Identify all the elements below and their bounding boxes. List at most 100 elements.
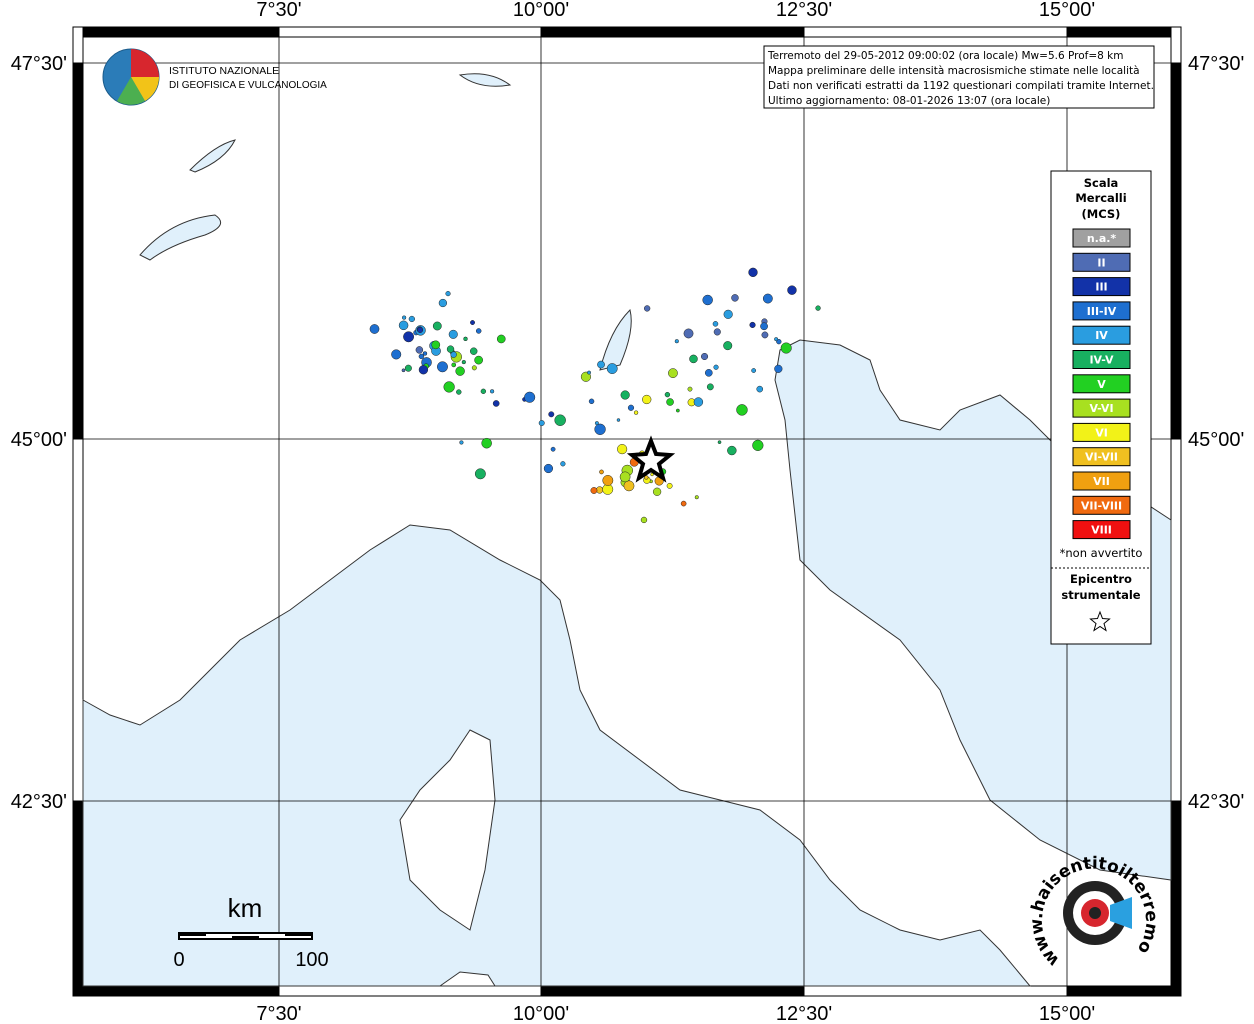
locality	[666, 482, 673, 489]
locality	[602, 475, 614, 486]
locality	[481, 437, 492, 449]
logo-text: ISTITUTO NAZIONALE	[169, 65, 279, 77]
locality	[619, 471, 631, 483]
locality	[787, 285, 797, 295]
locality	[815, 305, 821, 311]
locality	[554, 414, 566, 426]
legend-label: VIII	[1091, 524, 1112, 537]
legend-epicenter: Epicentro	[1070, 572, 1132, 586]
legend-swatch	[1072, 228, 1131, 248]
locality	[446, 345, 455, 353]
locality	[587, 370, 592, 375]
legend-swatch	[1072, 325, 1131, 345]
locality	[751, 368, 757, 373]
lake	[139, 214, 222, 261]
locality	[668, 368, 678, 379]
locality	[594, 423, 606, 435]
lat-label: 47°30'	[11, 53, 67, 75]
locality	[469, 347, 478, 355]
legend-swatch	[1072, 350, 1131, 369]
legend-label: VII	[1093, 475, 1110, 488]
legend-swatch	[1072, 471, 1131, 491]
locality	[774, 364, 783, 373]
logo-text: DI GEOFISICA E VULCANOLOGIA	[169, 80, 327, 91]
lat-label: 47°30'	[1188, 53, 1244, 75]
lon-label: 7°30'	[256, 1003, 301, 1024]
locality	[666, 398, 674, 406]
lon-label: 15°00'	[1039, 1003, 1095, 1024]
legend-title: (MCS)	[1082, 207, 1121, 221]
locality	[459, 440, 464, 445]
locality	[594, 421, 599, 426]
locality	[475, 328, 482, 334]
locality	[713, 364, 719, 370]
locality	[401, 368, 406, 373]
legend: Scala Mercalli (MCS) *non avvertito Epic…	[1050, 170, 1152, 645]
locality	[461, 359, 466, 365]
locality	[683, 328, 694, 339]
locality	[762, 293, 773, 304]
legend-label: III	[1095, 281, 1107, 294]
locality	[588, 398, 595, 405]
legend-epicenter: strumentale	[1061, 588, 1140, 602]
locality	[623, 480, 635, 492]
locality	[633, 410, 639, 415]
legend-swatch	[1072, 374, 1131, 394]
band	[72, 438, 84, 802]
band	[1066, 985, 1182, 997]
legend-label: IV	[1095, 329, 1108, 342]
locality	[415, 346, 424, 354]
locality	[606, 363, 618, 374]
lake	[599, 309, 632, 371]
lon-label: 15°00'	[1039, 0, 1095, 21]
locality	[756, 385, 764, 393]
lat-label: 45°00'	[11, 429, 67, 451]
locality	[560, 461, 566, 467]
band	[278, 985, 542, 997]
info-line: Terremoto del 29-05-2012 09:00:02 (ora l…	[767, 50, 1123, 62]
band	[1066, 26, 1182, 38]
scale-unit: km	[228, 893, 263, 923]
intensity-localities	[369, 267, 821, 524]
legend-swatch	[1072, 520, 1131, 540]
legend-label: n.a.*	[1087, 232, 1117, 245]
scale-bar: km 0 100	[173, 893, 328, 971]
legend-swatch	[1072, 447, 1131, 467]
locality	[524, 391, 536, 403]
legend-swatch	[1072, 422, 1131, 442]
locality	[443, 381, 455, 393]
lon-label: 10°00'	[513, 1003, 569, 1024]
locality	[496, 334, 506, 344]
band	[72, 62, 84, 440]
locality	[456, 389, 462, 395]
band	[1170, 438, 1182, 802]
locality	[590, 487, 598, 494]
locality	[437, 361, 448, 373]
band	[803, 985, 1068, 997]
legend-title: Scala	[1084, 176, 1119, 190]
locality	[391, 349, 402, 360]
legend-label: III-IV	[1087, 305, 1117, 318]
locality	[418, 353, 425, 360]
locality	[474, 468, 486, 480]
lat-labels: 47°30' 45°00' 42°30' 47°30' 45°00' 42°30…	[11, 53, 1245, 813]
lon-label: 12°30'	[776, 1003, 832, 1024]
locality	[727, 445, 737, 456]
locality	[599, 469, 604, 475]
sardinia	[438, 971, 496, 987]
info-line: Dati non verificati estratti da 1192 que…	[768, 80, 1154, 92]
locality	[736, 404, 748, 416]
locality	[723, 341, 733, 351]
locality	[717, 440, 722, 445]
band	[72, 985, 280, 997]
scale-label: 100	[295, 949, 328, 971]
locality	[627, 404, 635, 411]
lat-label: 42°30'	[1188, 791, 1244, 813]
band	[1170, 62, 1182, 440]
legend-swatch	[1072, 277, 1131, 297]
locality	[704, 369, 713, 377]
legend-swatch	[1072, 301, 1131, 321]
locality	[694, 495, 699, 500]
locality	[761, 331, 769, 339]
